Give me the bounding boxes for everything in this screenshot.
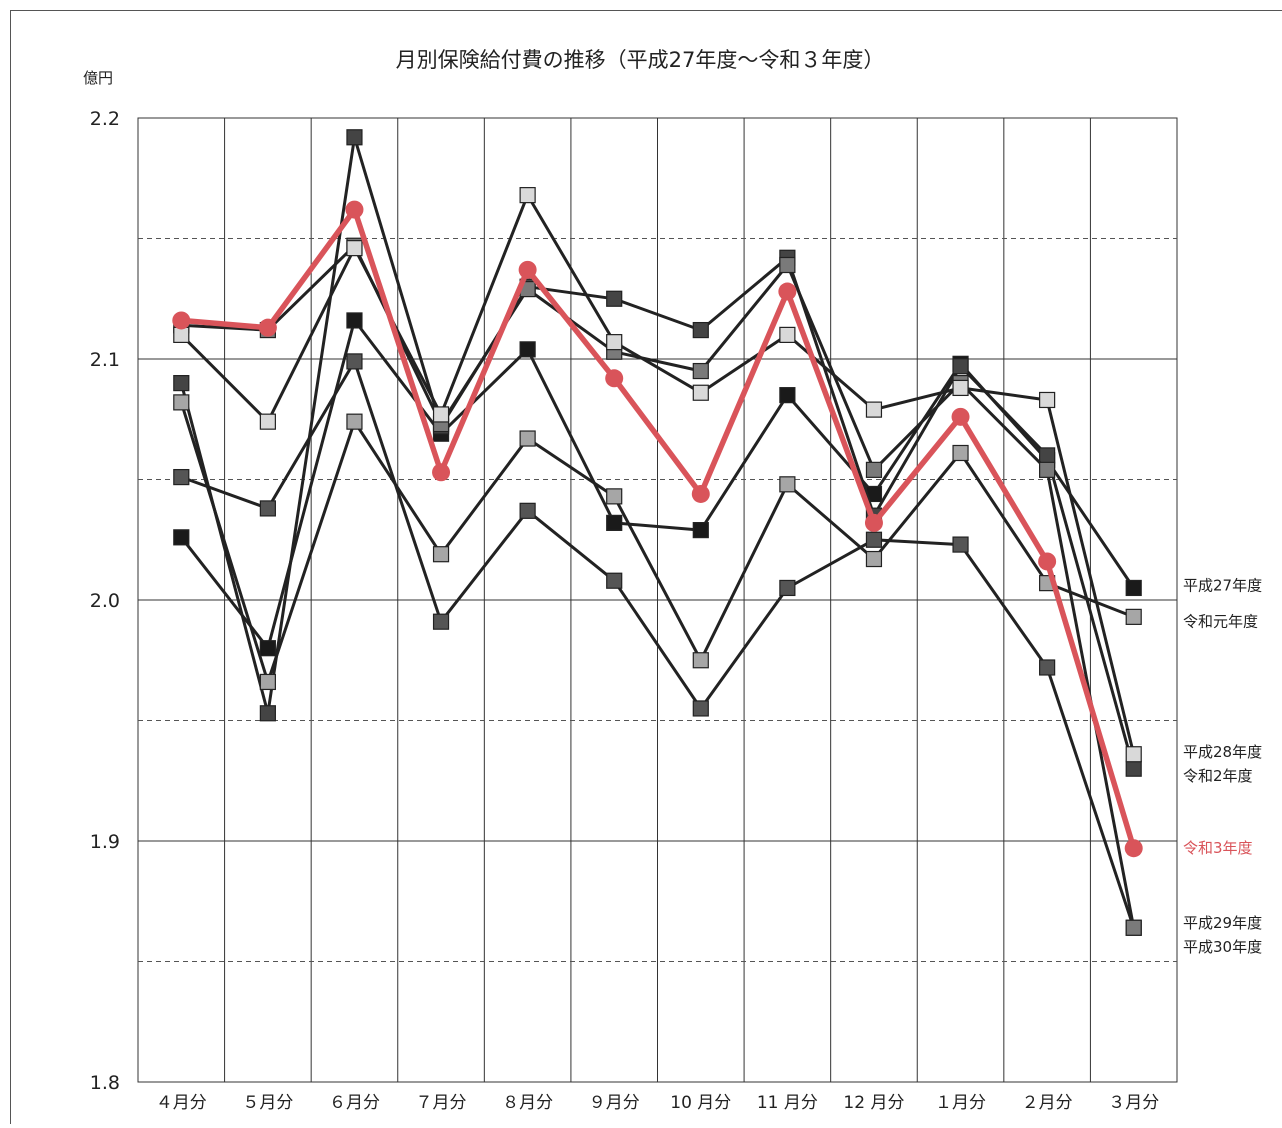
data-point <box>780 477 795 492</box>
data-point <box>605 369 623 387</box>
data-point <box>432 463 450 481</box>
data-point <box>866 552 881 567</box>
outer-border <box>11 11 1282 1125</box>
data-point <box>607 291 622 306</box>
data-point <box>347 313 362 328</box>
series-end-label: 平成30年度 <box>1183 938 1262 956</box>
data-point <box>866 462 881 477</box>
data-point <box>260 414 275 429</box>
data-point <box>780 388 795 403</box>
data-point <box>345 201 363 219</box>
data-point <box>174 530 189 545</box>
data-point <box>953 537 968 552</box>
data-point <box>953 380 968 395</box>
x-tick-label: ８月分 <box>502 1093 553 1113</box>
data-point <box>520 188 535 203</box>
data-point <box>1040 462 1055 477</box>
data-point <box>1126 761 1141 776</box>
data-point <box>1126 580 1141 595</box>
data-point <box>174 395 189 410</box>
chart-title: 月別保険給付費の推移（平成27年度～令和３年度） <box>396 48 885 72</box>
data-point <box>434 614 449 629</box>
x-tick-label: ３月分 <box>1108 1093 1159 1113</box>
x-tick-label: ２月分 <box>1022 1093 1073 1113</box>
data-point <box>607 573 622 588</box>
x-tick-label: ９月分 <box>589 1093 640 1113</box>
data-point <box>780 258 795 273</box>
y-tick-label: 1.9 <box>90 831 120 853</box>
data-point <box>953 445 968 460</box>
data-point <box>778 283 796 301</box>
data-point <box>174 376 189 391</box>
data-point <box>865 514 883 532</box>
data-point <box>347 354 362 369</box>
data-point <box>260 674 275 689</box>
x-tick-label: １月分 <box>935 1093 986 1113</box>
series-end-label: 令和3年度 <box>1183 839 1253 857</box>
data-point <box>1126 609 1141 624</box>
data-point <box>866 532 881 547</box>
x-tick-label: 12 月分 <box>843 1093 904 1113</box>
data-point <box>607 515 622 530</box>
data-point <box>520 503 535 518</box>
data-point <box>693 385 708 400</box>
data-point <box>260 501 275 516</box>
x-tick-label: ５月分 <box>242 1093 293 1113</box>
data-point <box>692 485 710 503</box>
data-point <box>434 407 449 422</box>
data-point <box>347 130 362 145</box>
x-tick-label: 11 月分 <box>757 1093 818 1113</box>
x-tick-label: ４月分 <box>156 1093 207 1113</box>
data-point <box>347 414 362 429</box>
data-point <box>1126 747 1141 762</box>
y-tick-label: 2.0 <box>90 590 120 612</box>
data-point <box>1125 839 1143 857</box>
data-point <box>172 311 190 329</box>
y-axis-ticks: 2.2 2.1 2.0 1.9 1.8 <box>90 108 120 1094</box>
y-tick-label: 2.2 <box>90 108 120 130</box>
data-point <box>519 261 537 279</box>
data-point <box>953 359 968 374</box>
series-end-label: 平成28年度 <box>1183 743 1262 761</box>
data-point <box>607 489 622 504</box>
data-point <box>174 470 189 485</box>
data-point <box>866 402 881 417</box>
data-point <box>1040 448 1055 463</box>
y-axis-unit-label: 億円 <box>83 69 113 87</box>
series-end-label: 令和2年度 <box>1183 767 1253 785</box>
x-axis-ticks: ４月分 ５月分 ６月分 ７月分 ８月分 ９月分 10 月分 11 月分 12 月分 １月分 ２月分 ３… <box>156 1093 1159 1113</box>
data-point <box>693 523 708 538</box>
data-point <box>693 701 708 716</box>
data-point <box>780 327 795 342</box>
data-point <box>607 335 622 350</box>
x-tick-label: ６月分 <box>329 1093 380 1113</box>
series-end-label: 平成29年度 <box>1183 914 1262 932</box>
data-point <box>693 364 708 379</box>
data-point <box>693 653 708 668</box>
series-end-label: 令和元年度 <box>1183 613 1258 631</box>
x-tick-label: ７月分 <box>416 1093 467 1113</box>
data-point <box>520 431 535 446</box>
data-point <box>174 327 189 342</box>
data-point <box>1038 552 1056 570</box>
y-tick-label: 1.8 <box>90 1072 120 1094</box>
series-end-label: 平成27年度 <box>1183 577 1262 595</box>
data-point <box>434 547 449 562</box>
y-tick-label: 2.1 <box>90 349 120 371</box>
data-point <box>520 342 535 357</box>
data-point <box>347 241 362 256</box>
data-point <box>1126 920 1141 935</box>
data-point <box>259 319 277 337</box>
data-point <box>1040 392 1055 407</box>
data-point <box>260 706 275 721</box>
data-point <box>1040 660 1055 675</box>
data-point <box>693 323 708 338</box>
x-tick-label: 10 月分 <box>670 1093 731 1113</box>
data-point <box>780 580 795 595</box>
data-point <box>952 408 970 426</box>
data-point <box>260 641 275 656</box>
